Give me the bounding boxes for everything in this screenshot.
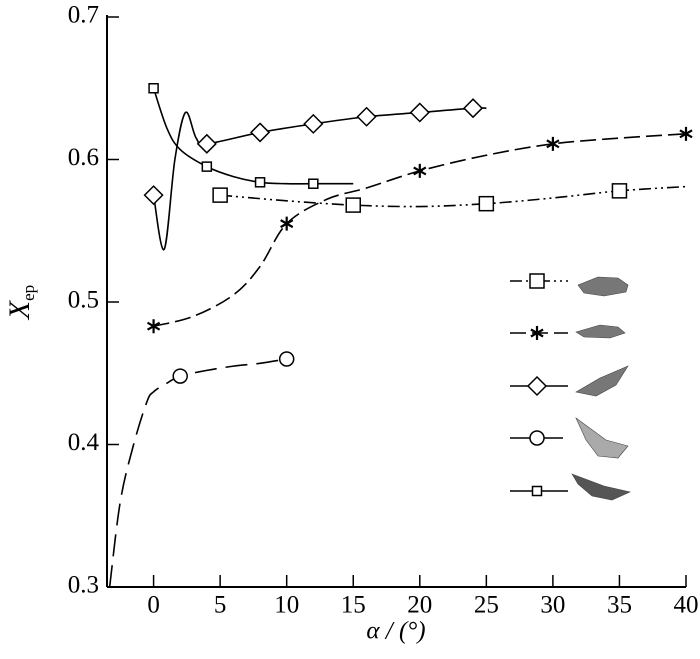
x-tick-label: 20 (407, 592, 432, 619)
marker-square (478, 195, 495, 212)
legend-entry (510, 485, 568, 497)
y-tick-label: 0.3 (68, 572, 99, 599)
y-tick-label: 0.5 (68, 287, 99, 314)
icon-orbiter (577, 276, 629, 297)
marker-circle (278, 351, 295, 367)
icon-glider (571, 473, 631, 501)
x-tick-label: 25 (474, 592, 499, 619)
x-axis-label: α / (°) (366, 618, 425, 645)
series-line (108, 358, 287, 588)
marker-diamond (526, 375, 548, 397)
icon-waverider (575, 365, 629, 397)
marker-asterisk (280, 216, 294, 231)
x-tick-label: 30 (540, 592, 565, 619)
marker-square (611, 183, 628, 199)
marker-small-square (254, 177, 266, 188)
x-tick-label: 40 (674, 592, 699, 619)
y-axis-label: Xep (3, 285, 38, 320)
x-tick-label: 10 (274, 592, 299, 619)
marker-asterisk (146, 319, 161, 334)
marker-circle (529, 430, 545, 446)
marker-small-square (308, 178, 319, 189)
x-tick-label: 5 (214, 592, 227, 619)
series-line (153, 133, 687, 328)
x-tick-label: 35 (607, 592, 632, 619)
marker-asterisk (413, 163, 427, 178)
marker-square (345, 197, 361, 213)
marker-small-square (201, 161, 213, 172)
marker-asterisk (530, 326, 544, 340)
legend-icons (571, 276, 631, 501)
marker-square (212, 187, 228, 203)
legend-entry (510, 430, 568, 446)
series (148, 83, 354, 189)
marker-small-square (148, 83, 159, 94)
y-label-sub: ep (19, 285, 38, 301)
marker-diamond (356, 106, 377, 127)
icon-capsule (575, 417, 629, 459)
series (108, 351, 295, 588)
y-tick-label: 0.4 (68, 429, 100, 456)
series (143, 98, 487, 251)
legend-entry (510, 273, 568, 289)
icon-lifting-body (575, 324, 626, 339)
marker-asterisk (679, 126, 693, 141)
marker-diamond (462, 98, 484, 119)
marker-square (529, 273, 545, 289)
y-tick-label: 0.7 (68, 2, 99, 29)
marker-diamond (250, 122, 271, 143)
marker-circle (172, 368, 188, 384)
x-tick-label: 15 (341, 592, 366, 619)
marker-diamond (303, 113, 324, 134)
marker-small-square (531, 485, 543, 497)
series-line (152, 87, 354, 185)
legend-entry (510, 326, 568, 340)
series (146, 126, 693, 334)
marker-diamond (409, 102, 430, 123)
y-tick-label: 0.6 (68, 144, 99, 171)
y-label-main: X (3, 299, 36, 320)
marker-diamond (143, 185, 164, 206)
series (212, 183, 687, 213)
marker-asterisk (546, 136, 560, 151)
x-tick-label: 0 (147, 592, 160, 619)
marker-diamond (196, 133, 217, 154)
legend-entry (510, 375, 568, 397)
